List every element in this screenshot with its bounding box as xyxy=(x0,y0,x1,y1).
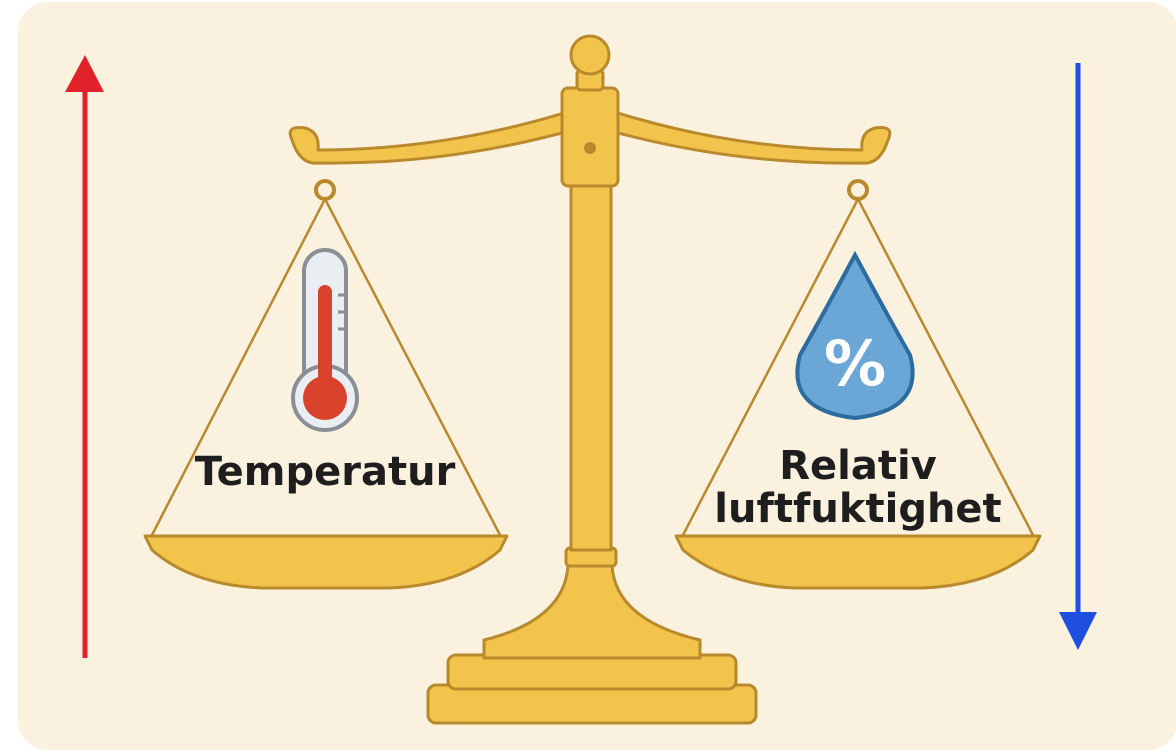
right-pan-label-line: luftfuktighet xyxy=(714,486,1001,532)
scale-top xyxy=(562,36,618,186)
balance-illustration: % Temperatur Relativ luftfuktighet xyxy=(0,0,1176,753)
right-pan-label-line: Relativ xyxy=(779,443,937,489)
scale-pole xyxy=(571,170,611,550)
left-pan-label: Temperatur xyxy=(195,449,456,495)
thermometer-icon xyxy=(293,250,357,430)
drop-icon-text: % xyxy=(824,327,886,400)
